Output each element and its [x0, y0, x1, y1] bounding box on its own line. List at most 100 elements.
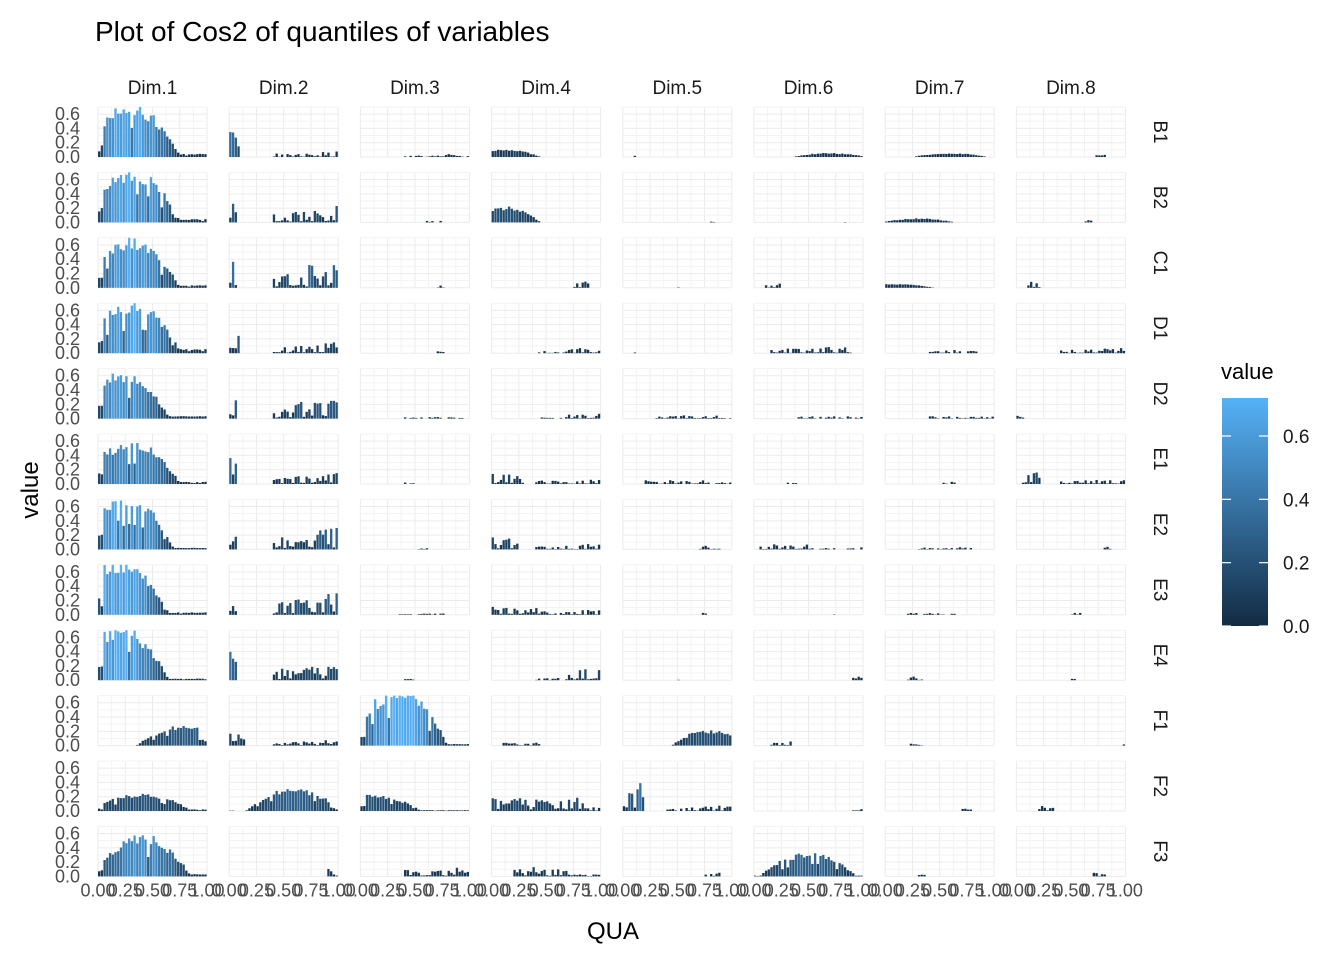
bar: [1112, 483, 1114, 484]
bar: [404, 483, 406, 484]
bar: [770, 549, 772, 550]
bar: [229, 218, 231, 223]
bar: [303, 603, 305, 615]
bar: [114, 805, 116, 811]
bar: [795, 549, 797, 550]
bar: [560, 483, 562, 484]
bar: [1104, 481, 1106, 484]
bar: [123, 449, 125, 484]
bar: [1095, 480, 1097, 484]
bar: [902, 220, 904, 223]
bar: [505, 803, 507, 811]
bar: [193, 349, 195, 353]
bar: [809, 351, 811, 353]
bar: [705, 875, 707, 877]
facet-panel: [885, 826, 994, 876]
bar: [136, 111, 138, 157]
bar: [322, 152, 324, 157]
bar: [450, 417, 452, 418]
bar: [811, 154, 813, 157]
bar: [259, 802, 261, 811]
facet-panel: [98, 303, 207, 353]
bar: [327, 404, 329, 419]
chart-title: Plot of Cos2 of quantiles of variables: [95, 16, 549, 47]
bar: [434, 156, 436, 157]
bar: [513, 479, 515, 484]
bar: [166, 799, 168, 811]
bar: [945, 548, 947, 549]
bar: [967, 810, 969, 811]
bar: [278, 221, 280, 222]
bar: [314, 482, 316, 484]
bar: [404, 417, 406, 418]
bar: [420, 701, 422, 745]
bar: [191, 729, 193, 746]
bar: [316, 796, 318, 811]
bar: [568, 675, 570, 680]
bar: [153, 658, 155, 680]
bar: [511, 800, 513, 811]
bar: [445, 876, 447, 877]
bar: [675, 416, 677, 418]
bar: [142, 527, 144, 549]
bar: [322, 352, 324, 353]
bar: [776, 865, 778, 876]
bar: [142, 741, 144, 746]
bar: [860, 809, 862, 811]
facet-panel: [623, 565, 732, 615]
bar: [270, 801, 272, 811]
bar: [297, 743, 299, 745]
bar: [934, 154, 936, 157]
bar: [721, 418, 723, 419]
bar: [538, 744, 540, 745]
bar: [1090, 481, 1092, 484]
bar: [314, 156, 316, 157]
bar: [166, 269, 168, 288]
bar: [363, 737, 365, 746]
bar: [109, 572, 111, 615]
bar: [1019, 417, 1021, 419]
bar: [177, 416, 179, 418]
bar: [1101, 481, 1103, 484]
bar: [893, 284, 895, 287]
bar: [803, 857, 805, 876]
bar: [912, 285, 914, 288]
bar: [461, 870, 463, 876]
bar: [726, 734, 728, 746]
facet-row-label: F1: [1149, 710, 1170, 732]
bar: [103, 318, 105, 353]
bar: [978, 418, 980, 419]
bar: [319, 674, 321, 680]
bar: [172, 726, 174, 745]
bar: [204, 154, 206, 157]
bar: [117, 114, 119, 157]
bar: [289, 603, 291, 615]
bar: [467, 744, 469, 746]
bar: [199, 548, 201, 549]
bar: [412, 872, 414, 876]
bar: [557, 678, 559, 680]
bar: [538, 802, 540, 811]
bar: [306, 477, 308, 484]
bar: [139, 309, 141, 353]
facet-row-label: D1: [1149, 316, 1170, 340]
bar: [232, 659, 234, 681]
bar: [656, 418, 658, 419]
bar: [784, 546, 786, 550]
bar: [431, 810, 433, 811]
bar: [103, 386, 105, 419]
bar: [311, 221, 313, 222]
bar: [590, 418, 592, 419]
bar: [150, 510, 152, 549]
bar: [193, 728, 195, 746]
bar: [322, 476, 324, 484]
bar: [325, 676, 327, 680]
bar: [188, 548, 190, 549]
bar: [770, 286, 772, 288]
bar: [532, 612, 534, 615]
bar: [131, 248, 133, 287]
bar: [923, 548, 925, 550]
bar: [117, 178, 119, 222]
bar: [333, 547, 335, 549]
bar: [956, 548, 958, 549]
